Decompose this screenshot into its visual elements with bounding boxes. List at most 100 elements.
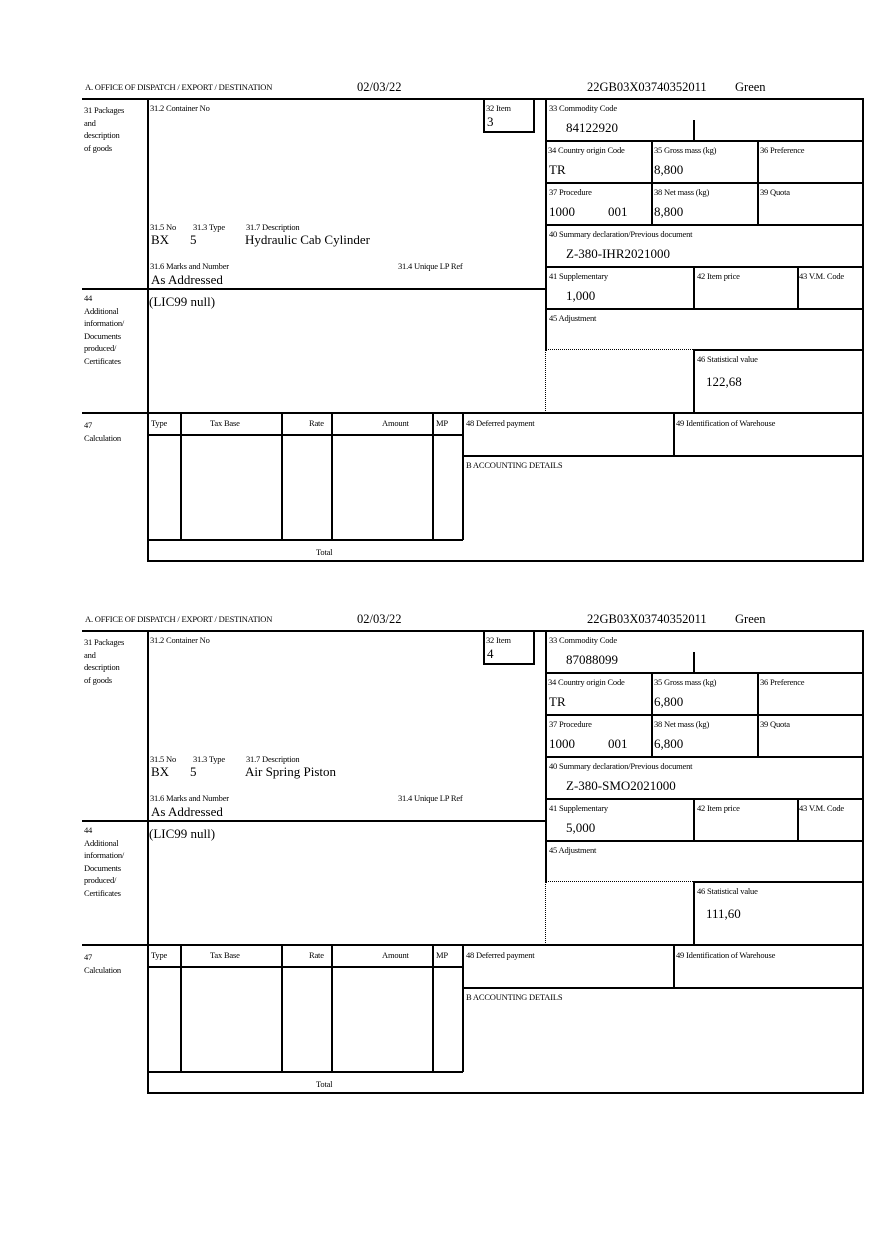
procedure-value: 1000 [549, 736, 575, 751]
statistical-label: 46 Statistical value [697, 354, 758, 364]
description-label: 31.7 Description [246, 754, 300, 764]
form-rule [545, 266, 863, 268]
commodity-code: 87088099 [566, 652, 618, 667]
form-rule [82, 630, 863, 632]
warehouse-label: 49 Identification of Warehouse [676, 950, 776, 960]
calculation-label: 47 Calculation [84, 420, 121, 443]
form-rule [483, 98, 485, 133]
form-rule [483, 630, 485, 665]
header-reference: 22GB03X03740352011 [587, 80, 707, 94]
packages-label: 31 Packages and description of goods [84, 637, 125, 685]
form-rule [147, 98, 149, 562]
form-rule [483, 131, 534, 133]
calc-amount-header: Amount [382, 418, 409, 428]
declaration-item-block: A. OFFICE OF DISPATCH / EXPORT / DESTINA… [0, 532, 882, 1094]
calc-total-label: Total [316, 1079, 333, 1089]
form-rule [693, 881, 695, 946]
net-mass-label: 38 Net mass (kg) [654, 187, 710, 197]
procedure-ext-value: 001 [608, 736, 628, 751]
form-rule [483, 663, 534, 665]
package-kind: BX [151, 764, 170, 779]
form-rule [693, 881, 863, 883]
item-price-label: 42 Item price [697, 803, 740, 813]
marks-value: As Addressed [151, 804, 223, 819]
calc-type-header: Type [151, 418, 168, 428]
preference-label: 36 Preference [760, 145, 805, 155]
form-rule [651, 672, 653, 757]
form-rule [545, 224, 863, 226]
form-rule [545, 840, 863, 842]
form-rule [147, 560, 863, 562]
adjustment-label: 45 Adjustment [549, 313, 597, 323]
procedure-ext-value: 001 [608, 204, 628, 219]
goods-description: Hydraulic Cab Cylinder [245, 232, 370, 247]
form-rule [862, 630, 864, 1094]
accounting-details-label: B ACCOUNTING DETAILS [466, 992, 563, 1002]
package-count: 5 [190, 764, 197, 779]
form-rule [693, 652, 695, 673]
form-rule [82, 288, 546, 290]
header-route: Green [735, 612, 766, 626]
form-rule [651, 140, 653, 225]
country-label: 34 Country origin Code [548, 145, 625, 155]
form-rule [432, 944, 434, 1072]
form-rule [545, 672, 863, 674]
unique-lp-label: 31.4 Unique LP Ref [398, 793, 463, 803]
deferred-payment-label: 48 Deferred payment [466, 418, 535, 428]
commodity-label: 33 Commodity Code [549, 103, 617, 113]
packages-label: 31 Packages and description of goods [84, 105, 125, 153]
form-rule [462, 987, 863, 989]
form-rule [331, 944, 333, 1072]
statistical-value: 111,60 [706, 906, 741, 921]
additional-info-value: (LIC99 null) [149, 294, 216, 309]
calc-rate-header: Rate [309, 418, 324, 428]
net-mass-label: 38 Net mass (kg) [654, 719, 710, 729]
dotted-rule [545, 881, 693, 882]
form-rule [281, 412, 283, 540]
form-rule [147, 434, 463, 436]
supplementary-label: 41 Supplementary [549, 803, 608, 813]
calc-mp-header: MP [436, 950, 448, 960]
previous-document-value: Z-380-IHR2021000 [566, 246, 670, 261]
commodity-code: 84122920 [566, 120, 618, 135]
form-rule [797, 798, 799, 841]
deferred-payment-label: 48 Deferred payment [466, 950, 535, 960]
procedure-label: 37 Procedure [549, 719, 592, 729]
header-reference: 22GB03X03740352011 [587, 612, 707, 626]
header-route: Green [735, 80, 766, 94]
calculation-label: 47 Calculation [84, 952, 121, 975]
form-rule [797, 266, 799, 309]
country-value: TR [549, 162, 566, 177]
gross-mass-value: 6,800 [654, 694, 684, 709]
statistical-label: 46 Statistical value [697, 886, 758, 896]
quota-label: 39 Quota [760, 187, 790, 197]
declaration-item-block: A. OFFICE OF DISPATCH / EXPORT / DESTINA… [0, 0, 882, 562]
form-rule [693, 798, 695, 841]
accounting-details-label: B ACCOUNTING DETAILS [466, 460, 563, 470]
procedure-label: 37 Procedure [549, 187, 592, 197]
marks-label: 31.6 Marks and Number [150, 261, 229, 271]
gross-mass-label: 35 Gross mass (kg) [654, 677, 717, 687]
gross-mass-label: 35 Gross mass (kg) [654, 145, 717, 155]
form-rule [673, 412, 675, 457]
net-mass-value: 8,800 [654, 204, 684, 219]
form-rule [432, 412, 434, 540]
preference-label: 36 Preference [760, 677, 805, 687]
form-rule [757, 672, 759, 757]
form-rule [462, 455, 863, 457]
form-rule [462, 412, 464, 540]
header-date: 02/03/22 [357, 612, 402, 626]
quota-label: 39 Quota [760, 719, 790, 729]
form-rule [533, 630, 535, 665]
additional-info-label: 44 Additional information/ Documents pro… [84, 825, 125, 898]
dotted-rule [545, 882, 546, 945]
calc-rate-header: Rate [309, 950, 324, 960]
form-rule [693, 349, 863, 351]
goods-description: Air Spring Piston [245, 764, 337, 779]
form-rule [693, 349, 695, 414]
calc-type-header: Type [151, 950, 168, 960]
form-rule [147, 1092, 863, 1094]
item-price-label: 42 Item price [697, 271, 740, 281]
supplementary-value: 5,000 [566, 820, 596, 835]
procedure-value: 1000 [549, 204, 575, 219]
